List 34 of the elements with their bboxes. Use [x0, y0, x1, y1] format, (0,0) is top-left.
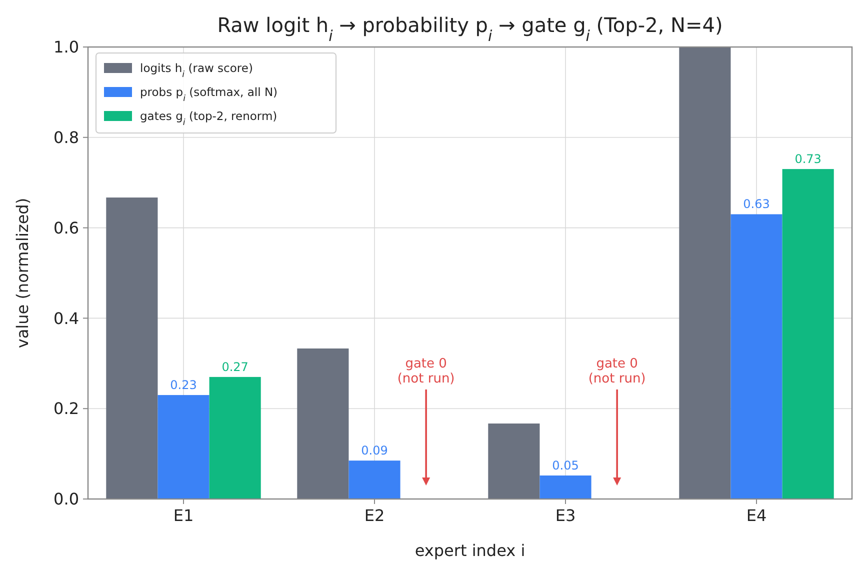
y-tick-label: 0.8 — [54, 128, 79, 147]
y-tick-label: 0.6 — [54, 218, 79, 238]
x-tick-label: E1 — [173, 506, 194, 525]
x-tick-label: E3 — [555, 506, 576, 525]
bar — [158, 395, 210, 499]
annotation: gate 0 (not run) — [397, 356, 455, 386]
bar — [540, 475, 592, 499]
data-label: 0.09 — [361, 444, 388, 458]
data-label: 0.05 — [552, 458, 579, 472]
bar — [679, 47, 731, 499]
y-tick-label: 0.0 — [54, 490, 79, 509]
data-label: 0.63 — [743, 197, 770, 212]
y-tick-label: 0.2 — [54, 399, 79, 418]
data-label: 0.27 — [222, 360, 248, 374]
legend-label: gates g$_{i}$ (top-2, renorm) — [140, 109, 278, 128]
data-label: 0.73 — [794, 152, 822, 166]
annotation: gate 0 (not run) — [588, 356, 646, 386]
legend-label: probs p$_{i}$ (softmax, all N) — [140, 85, 278, 104]
x-tick-label: E2 — [364, 506, 385, 525]
y-tick-label: 1.0 — [54, 38, 79, 57]
y-tick-label: 0.4 — [54, 308, 79, 328]
chart-title: Raw logit h$_{i}$ → probability p$_{i}$ → gate g$_{i}$ (Top-2, N=4) — [217, 13, 723, 45]
bar — [297, 348, 349, 499]
y-axis-title: value (normalized) — [13, 198, 32, 348]
x-axis-title: expert index i — [414, 541, 526, 560]
legend-label: logits h$_{i}$ (raw score) — [140, 61, 253, 80]
bar — [782, 169, 834, 499]
bar — [106, 198, 158, 499]
bar — [209, 376, 261, 499]
bar — [348, 460, 400, 499]
data-label: 0.23 — [170, 378, 197, 392]
bar — [730, 214, 782, 499]
bar — [488, 424, 540, 499]
x-tick-label: E4 — [746, 506, 767, 525]
